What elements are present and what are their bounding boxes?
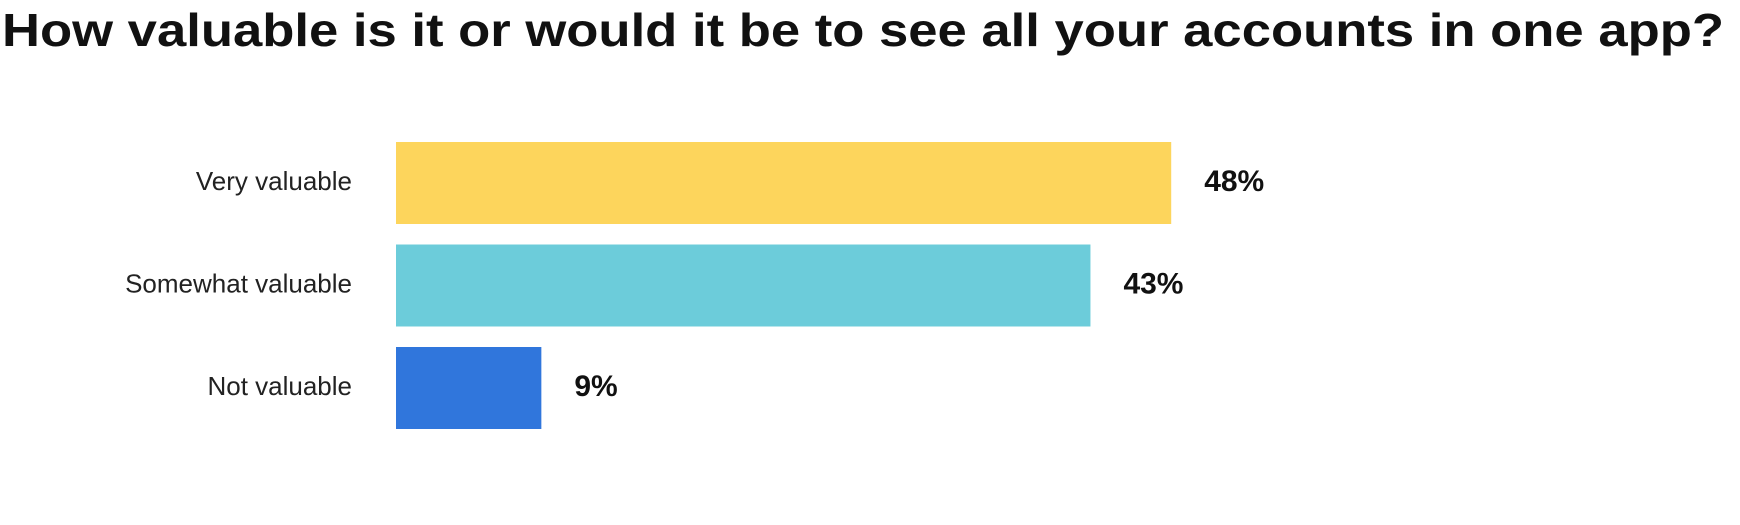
category-label: Not valuable bbox=[207, 371, 352, 401]
bar bbox=[396, 347, 542, 429]
bar bbox=[396, 142, 1172, 224]
bar bbox=[396, 244, 1091, 327]
value-label: 43% bbox=[1123, 267, 1183, 300]
category-label: Very valuable bbox=[196, 166, 352, 196]
chart-title: How valuable is it or would it be to see… bbox=[2, 4, 1724, 56]
value-label: 48% bbox=[1204, 165, 1264, 198]
value-label: 9% bbox=[574, 370, 617, 403]
category-label: Somewhat valuable bbox=[125, 268, 352, 298]
